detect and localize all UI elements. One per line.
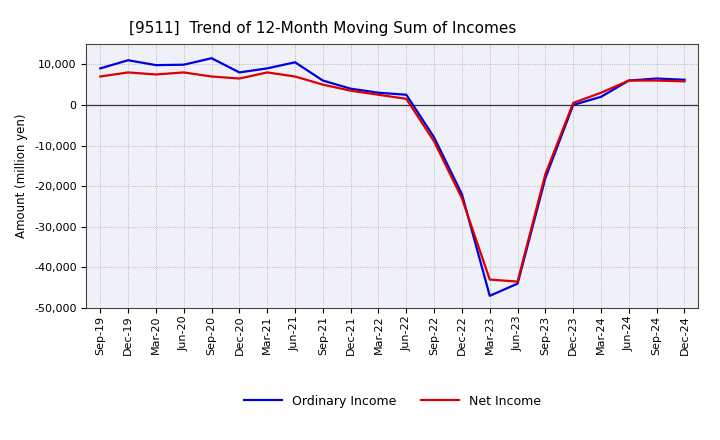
- Net Income: [179, 70, 188, 75]
- Net Income: [207, 74, 216, 79]
- Text: [9511]  Trend of 12-Month Moving Sum of Incomes: [9511] Trend of 12-Month Moving Sum of I…: [130, 21, 517, 36]
- Net Income: [318, 82, 327, 87]
- Ordinary Income: [541, 176, 550, 181]
- Net Income: [624, 78, 633, 83]
- Net Income: [541, 171, 550, 176]
- Net Income: [291, 74, 300, 79]
- Net Income: [263, 70, 271, 75]
- Ordinary Income: [374, 90, 383, 95]
- Ordinary Income: [291, 60, 300, 65]
- Line: Net Income: Net Income: [100, 73, 685, 282]
- Ordinary Income: [485, 293, 494, 298]
- Net Income: [152, 72, 161, 77]
- Net Income: [569, 100, 577, 106]
- Net Income: [402, 96, 410, 102]
- Ordinary Income: [207, 55, 216, 61]
- Net Income: [374, 92, 383, 97]
- Net Income: [458, 196, 467, 201]
- Net Income: [96, 74, 104, 79]
- Ordinary Income: [152, 62, 161, 68]
- Ordinary Income: [458, 192, 467, 197]
- Net Income: [485, 277, 494, 282]
- Ordinary Income: [430, 135, 438, 140]
- Y-axis label: Amount (million yen): Amount (million yen): [16, 114, 29, 238]
- Ordinary Income: [402, 92, 410, 97]
- Ordinary Income: [624, 78, 633, 83]
- Ordinary Income: [597, 94, 606, 99]
- Net Income: [680, 79, 689, 84]
- Ordinary Income: [680, 77, 689, 82]
- Ordinary Income: [179, 62, 188, 67]
- Ordinary Income: [263, 66, 271, 71]
- Ordinary Income: [513, 281, 522, 286]
- Net Income: [430, 139, 438, 144]
- Ordinary Income: [318, 78, 327, 83]
- Line: Ordinary Income: Ordinary Income: [100, 58, 685, 296]
- Ordinary Income: [569, 102, 577, 107]
- Ordinary Income: [124, 58, 132, 63]
- Ordinary Income: [235, 70, 243, 75]
- Net Income: [513, 279, 522, 284]
- Net Income: [652, 78, 661, 83]
- Legend: Ordinary Income, Net Income: Ordinary Income, Net Income: [239, 390, 546, 413]
- Ordinary Income: [96, 66, 104, 71]
- Ordinary Income: [346, 86, 355, 92]
- Net Income: [346, 88, 355, 93]
- Ordinary Income: [652, 76, 661, 81]
- Net Income: [235, 76, 243, 81]
- Net Income: [597, 90, 606, 95]
- Net Income: [124, 70, 132, 75]
